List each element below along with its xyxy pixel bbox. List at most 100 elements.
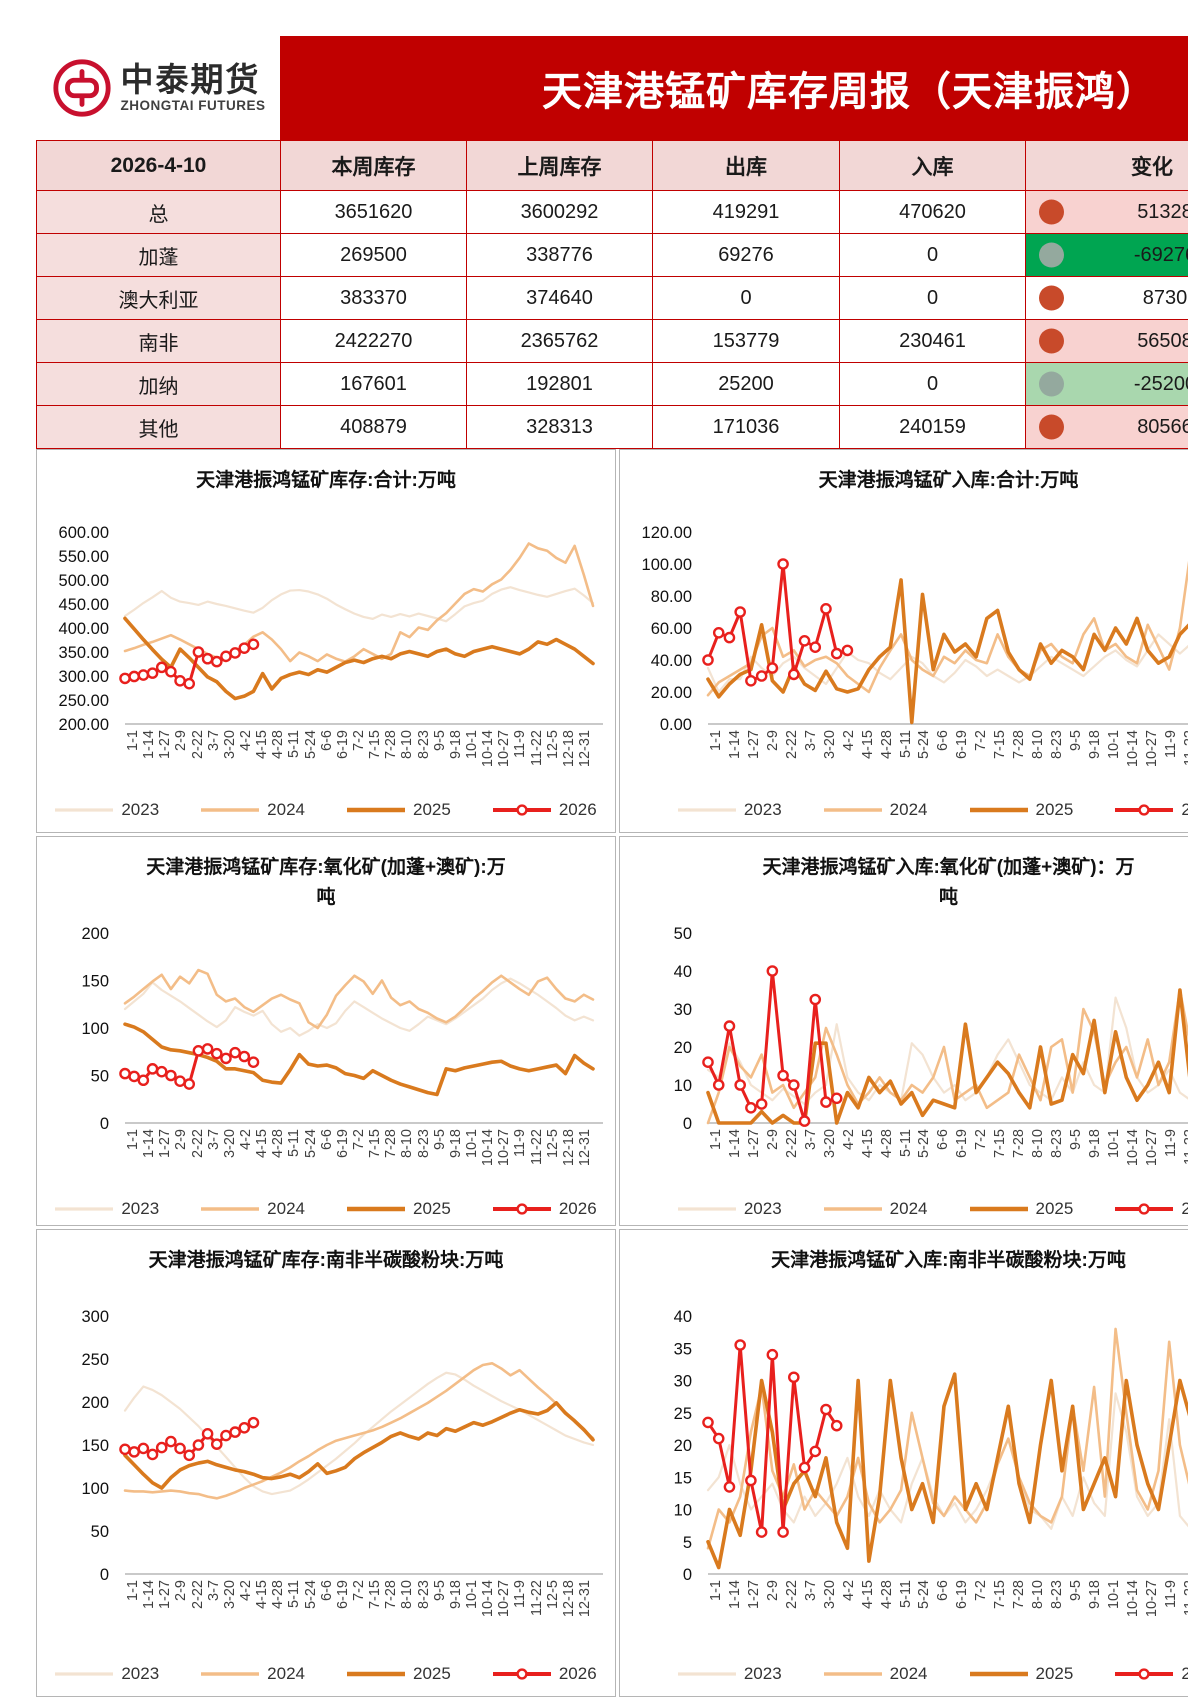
series-marker-2026: [166, 1437, 175, 1446]
x-axis-tick: 3-20: [822, 730, 838, 759]
x-axis-tick: 4-15: [254, 730, 270, 759]
series-marker-2026: [166, 667, 175, 676]
x-axis-tick: 2-22: [190, 730, 206, 759]
legend-swatch: [678, 1202, 736, 1216]
cell-value: 3651620: [281, 191, 467, 234]
inventory-summary-table: 2026-4-10 本周库存 上周库存 出库 入库 变化 总 3651620 3…: [36, 140, 1188, 449]
series-marker-2026: [240, 644, 249, 653]
x-axis-tick: 1-1: [125, 730, 141, 751]
y-axis-tick: 100: [81, 1480, 109, 1498]
series-marker-2026: [203, 654, 212, 663]
x-axis-tick: 2-9: [765, 1129, 781, 1150]
series-marker-2026: [746, 1476, 755, 1485]
series-marker-2026: [811, 643, 820, 652]
series-marker-2026: [139, 1076, 148, 1085]
legend-label: 2024: [890, 1199, 928, 1219]
legend-label: 2026: [559, 800, 597, 820]
series-marker-2026: [800, 636, 809, 645]
series-marker-2026: [185, 1451, 194, 1460]
y-axis-tick: 40.00: [651, 652, 692, 670]
y-axis-tick: 550.00: [59, 548, 109, 566]
legend-item-2024: 2024: [824, 800, 928, 820]
x-axis-tick: 3-20: [822, 1129, 838, 1158]
legend-item-2024: 2024: [824, 1199, 928, 1219]
series-marker-2026: [736, 1080, 745, 1089]
x-axis-tick: 2-9: [765, 1580, 781, 1601]
x-axis-tick: 6-19: [335, 1580, 351, 1609]
cell-value: 192801: [467, 363, 653, 406]
zhongtai-logo-icon: [51, 57, 113, 119]
cell-value: 408879: [281, 406, 467, 449]
x-axis-tick: 8-10: [1030, 730, 1046, 759]
x-axis-tick: 10-1: [1106, 730, 1122, 759]
x-axis-tick: 9-5: [432, 1129, 448, 1150]
x-axis-tick: 7-2: [351, 730, 367, 751]
x-axis-tick: 1-14: [727, 1129, 743, 1158]
series-line-2024: [125, 1363, 593, 1498]
x-axis-tick: 12-18: [561, 1580, 577, 1617]
series-marker-2026: [832, 1421, 841, 1430]
legend-label: 2023: [121, 1664, 159, 1684]
table-row: 其他 408879 328313 171036 240159 80566: [37, 406, 1188, 449]
series-marker-2026: [843, 646, 852, 655]
x-axis-tick: 11-22: [1182, 730, 1188, 766]
x-axis-tick: 7-15: [992, 730, 1008, 759]
x-axis-tick: 10-27: [1144, 1580, 1160, 1617]
x-axis-tick: 3-7: [803, 1580, 819, 1601]
x-axis-tick: 7-2: [351, 1129, 367, 1150]
chart-plot: 600.00550.00500.00450.00400.00350.00300.…: [45, 496, 607, 730]
series-marker-2026: [194, 1046, 203, 1055]
series-marker-2026: [231, 648, 240, 657]
cell-value: 2422270: [281, 320, 467, 363]
x-axis-tick: 10-1: [1106, 1580, 1122, 1609]
cell-value: 0: [840, 277, 1026, 320]
row-label: 总: [37, 191, 281, 234]
series-marker-2026: [212, 657, 221, 666]
legend-swatch: [678, 803, 736, 817]
table-row: 总 3651620 3600292 419291 470620 51328: [37, 191, 1188, 234]
y-axis-tick: 30: [674, 1001, 692, 1019]
x-axis-tick: 2-9: [173, 1129, 189, 1150]
x-axis-tick: 2-22: [784, 1129, 800, 1158]
y-axis-tick: 0: [683, 1566, 692, 1580]
legend-swatch: [347, 1202, 405, 1216]
x-axis-tick: 6-6: [319, 730, 335, 751]
legend-label: 2023: [121, 800, 159, 820]
legend-swatch: [1115, 1202, 1173, 1216]
series-marker-2026: [811, 995, 820, 1004]
legend-item-2025: 2025: [970, 1199, 1074, 1219]
y-axis-tick: 600.00: [59, 524, 109, 542]
x-axis-tick: 5-24: [303, 1129, 319, 1158]
x-axis-tick: 1-1: [125, 1129, 141, 1150]
row-label: 南非: [37, 320, 281, 363]
x-axis-tick: 6-19: [335, 1129, 351, 1158]
y-axis-tick: 400.00: [59, 620, 109, 638]
y-axis-tick: 450.00: [59, 596, 109, 614]
change-cell: 51328: [1026, 191, 1188, 234]
series-marker-2026: [725, 1022, 734, 1031]
x-axis-tick: 4-28: [879, 1129, 895, 1158]
x-axis-tick: 12-18: [561, 730, 577, 767]
y-axis-tick: 0.00: [660, 716, 692, 730]
legend-item-2023: 2023: [678, 1199, 782, 1219]
x-axis-tick: 7-15: [367, 1580, 383, 1609]
chart-title: 天津港振鸿锰矿入库:南非半碳酸粉块:万吨: [628, 1246, 1188, 1276]
x-axis-tick: 11-9: [1163, 730, 1179, 758]
series-marker-2026: [175, 676, 184, 685]
cell-value: 0: [653, 277, 840, 320]
y-axis-tick: 150: [81, 1437, 109, 1455]
col-outbound: 出库: [653, 141, 840, 191]
legend-swatch: [824, 1667, 882, 1681]
x-axis-tick: 1-27: [746, 1129, 762, 1158]
x-axis-tick: 8-23: [416, 1580, 432, 1609]
y-axis-tick: 50: [674, 925, 692, 943]
col-last-week: 上周库存: [467, 141, 653, 191]
cell-value: 3600292: [467, 191, 653, 234]
x-axis-tick: 2-22: [190, 1129, 206, 1158]
x-axis-tick: 10-14: [480, 1129, 496, 1166]
